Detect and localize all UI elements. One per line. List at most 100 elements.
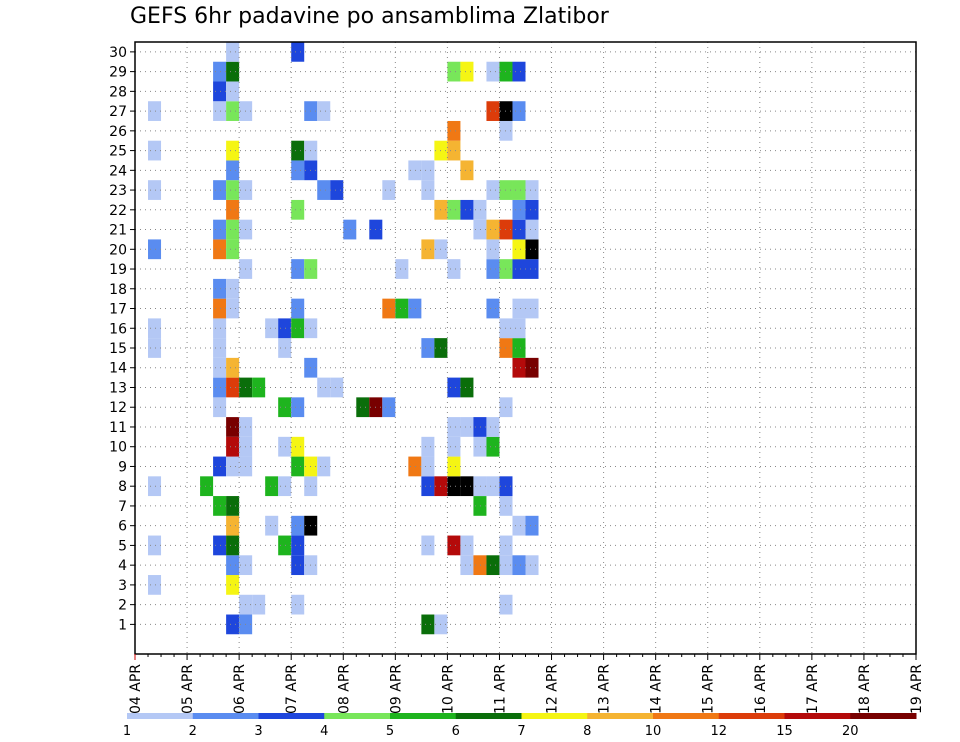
heatmap-cell [512,318,526,339]
y-tick-label: 3 [118,578,127,594]
heatmap-cell [213,397,227,418]
colorbar-label: 20 [842,724,859,739]
y-tick-label: 13 [109,380,127,396]
heatmap-cell [395,298,409,319]
y-tick-label: 9 [118,459,127,475]
heatmap-cell [291,199,305,220]
heatmap-cell [148,180,162,200]
heatmap-cell [213,81,227,102]
heatmap-cell [252,594,266,615]
heatmap-cell [291,140,305,161]
heatmap-cell [291,594,305,615]
colorbar-label: 7 [517,724,525,739]
y-tick-label: 7 [118,499,127,515]
colorbar-label: 2 [189,724,197,739]
heatmap-cell [291,456,305,477]
heatmap-cell [460,555,474,576]
heatmap-cell [525,180,539,200]
heatmap-cell [278,397,292,418]
heatmap-cell [226,160,240,181]
heatmap-cell [226,81,240,102]
heatmap-cell [473,436,487,457]
heatmap-cell [291,298,305,319]
colorbar-label: 5 [386,724,394,739]
x-tick-label: 09 APR [388,664,404,714]
heatmap-cell [525,555,539,576]
heatmap-cell [226,61,240,82]
heatmap-cell [278,318,292,339]
colorbar-label: 1 [123,724,131,739]
heatmap-cell [486,219,500,240]
colorbar-label: 4 [320,724,328,739]
colorbar-label: 12 [710,724,727,739]
heatmap-cell [291,397,305,418]
heatmap-cell [460,377,474,398]
y-tick-label: 5 [118,538,127,554]
heatmap-cell [148,140,162,161]
colorbar-swatch [587,713,654,719]
y-tick-label: 25 [109,144,127,160]
heatmap-cell [226,140,240,161]
heatmap-cell [226,555,240,576]
heatmap-cell [382,298,396,319]
heatmap-cell [473,496,487,516]
heatmap-cell [148,101,162,121]
heatmap-cell [421,160,435,181]
heatmap-cell [330,377,344,398]
heatmap-cell [265,515,279,536]
heatmap-cell [291,318,305,339]
heatmap-cell [382,180,396,200]
heatmap-cell [148,338,162,358]
heatmap-cell [213,278,227,299]
heatmap-cell [421,476,435,497]
y-tick-label: 22 [109,203,127,219]
heatmap-cell [473,555,487,576]
chart-title: GEFS 6hr padavine po ansamblima Zlatibor [130,4,609,29]
heatmap-cell [421,180,435,200]
y-tick-label: 17 [109,302,127,318]
heatmap-cell [447,120,461,141]
y-tick-label: 16 [109,321,127,337]
y-tick-label: 10 [109,440,127,456]
heatmap-cell [447,61,461,82]
y-tick-label: 23 [109,183,127,199]
heatmap-cell [460,535,474,556]
heatmap-cell [486,101,500,121]
heatmap-cell [213,318,227,339]
heatmap-cell [460,417,474,437]
heatmap-cell [291,436,305,457]
x-tick-label: 18 APR [857,664,873,714]
x-tick-label: 10 APR [440,664,456,714]
heatmap-cell [291,160,305,181]
heatmap-cell [395,259,409,279]
colorbar-swatch [718,713,785,719]
heatmap-cell [148,476,162,497]
heatmap-cell [278,535,292,556]
heatmap-cell [291,42,305,62]
heatmap-cell [512,338,526,358]
heatmap-cell [525,239,539,260]
heatmap-cell [512,555,526,576]
heatmap-cell [226,575,240,595]
y-tick-label: 20 [109,242,127,258]
heatmap-cell [460,160,474,181]
heatmap-cell [447,535,461,556]
heatmap-cell [265,476,279,497]
heatmap-cell [278,476,292,497]
heatmap-cell [525,259,539,279]
heatmap-cell [265,318,279,339]
heatmap-cell [473,199,487,220]
heatmap-cell [486,476,500,497]
heatmap-cell [226,180,240,200]
heatmap-cell [213,298,227,319]
heatmap-cell [226,357,240,378]
heatmap-cell [278,436,292,457]
colorbar-swatch [653,713,720,719]
colorbar-label: 15 [776,724,793,739]
heatmap-cell [512,199,526,220]
heatmap-cell [226,417,240,437]
heatmap-cell [213,180,227,200]
heatmap-cell [213,357,227,378]
heatmap-cell [226,239,240,260]
